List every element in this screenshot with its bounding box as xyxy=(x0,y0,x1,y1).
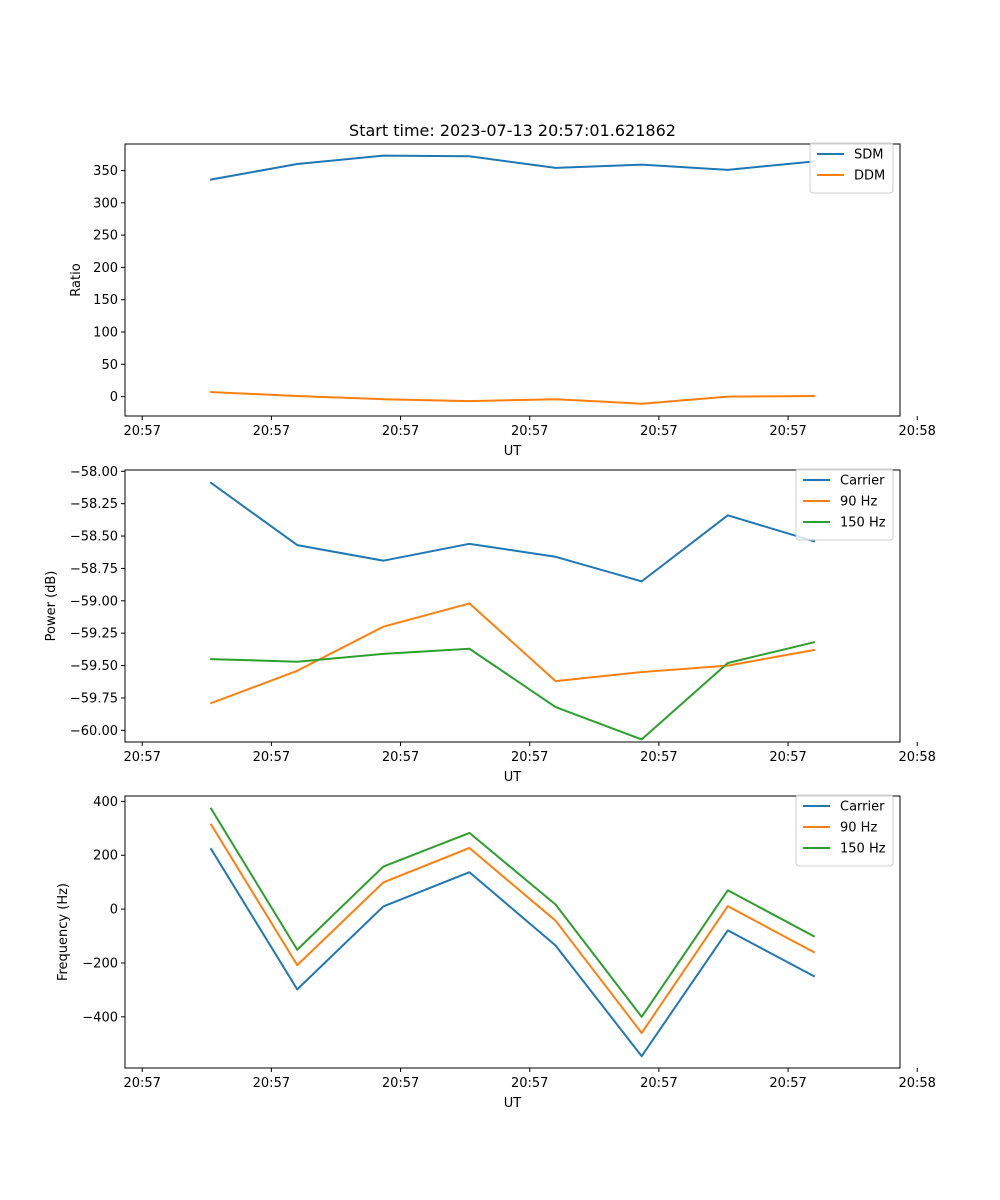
plot-frame xyxy=(124,469,901,743)
x-tick-label: 20:57 xyxy=(640,750,677,765)
y-axis-label: Power (dB) xyxy=(44,571,59,642)
x-tick-label: 20:57 xyxy=(382,1076,419,1091)
legend-label: 150 Hz xyxy=(840,842,886,857)
series-line-90-hz xyxy=(209,602,816,705)
y-tick-label: 150 xyxy=(93,293,118,308)
x-tick-label: 20:57 xyxy=(123,424,160,439)
series-line-ddm xyxy=(210,391,815,405)
y-axis-label: Ratio xyxy=(69,263,84,296)
subplot-3: 20:57 20:57 20:57 20:57 20:57 20:57 20:58 −400 −… xyxy=(56,794,936,1111)
x-tick-label: 20:57 xyxy=(253,750,290,765)
plot-frame xyxy=(124,143,901,417)
legend-label: 90 Hz xyxy=(840,821,877,836)
legend-label: Carrier xyxy=(840,474,885,489)
y-tick-label: 50 xyxy=(101,358,118,373)
y-tick-label: −400 xyxy=(82,1010,118,1025)
y-tick-label: −60.00 xyxy=(70,724,118,739)
series-line-carrier xyxy=(209,847,816,1058)
x-tick-label: 20:57 xyxy=(511,424,548,439)
plot-frame xyxy=(124,795,901,1069)
x-tick-label: 20:57 xyxy=(253,1076,290,1091)
legend-label: DDM xyxy=(854,169,885,184)
x-tick-label: 20:57 xyxy=(123,750,160,765)
y-tick-label: −58.50 xyxy=(70,530,118,545)
y-axis-label: Frequency (Hz) xyxy=(56,883,71,981)
series-line-90-hz xyxy=(209,823,816,1034)
x-tick-label: 20:57 xyxy=(511,750,548,765)
y-tick-label: −59.75 xyxy=(70,691,118,706)
y-tick-label: 350 xyxy=(93,164,118,179)
y-tick-label: 200 xyxy=(93,261,118,276)
legend-box xyxy=(809,142,894,194)
series-line-sdm xyxy=(209,154,815,181)
x-tick-label: 20:58 xyxy=(898,1076,935,1091)
x-tick-label: 20:57 xyxy=(382,424,419,439)
x-tick-label: 20:57 xyxy=(511,1076,548,1091)
x-tick-label: 20:58 xyxy=(898,750,935,765)
y-tick-label: 0 xyxy=(110,390,118,405)
x-tick-label: 20:57 xyxy=(640,424,677,439)
y-tick-label: 100 xyxy=(93,326,118,341)
y-tick-label: 300 xyxy=(93,196,118,211)
y-tick-label: 200 xyxy=(93,849,118,864)
legend-label: 150 Hz xyxy=(840,516,886,531)
x-tick-label: 20:57 xyxy=(640,1076,677,1091)
x-tick-label: 20:57 xyxy=(382,750,419,765)
x-tick-label: 20:57 xyxy=(769,424,806,439)
x-tick-label: 20:57 xyxy=(769,1076,806,1091)
legend-label: 90 Hz xyxy=(840,495,877,510)
y-tick-label: −200 xyxy=(82,956,118,971)
y-tick-label: 250 xyxy=(93,229,118,244)
legend: Carrier 90 Hz 150 Hz xyxy=(795,468,894,541)
legend-label: SDM xyxy=(854,148,883,163)
y-tick-label: −58.00 xyxy=(70,465,118,480)
y-tick-label: −58.75 xyxy=(70,562,118,577)
x-axis-label: UT xyxy=(504,1096,522,1111)
figure-title: Start time: 2023-07-13 20:57:01.621862 xyxy=(349,121,676,140)
y-tick-label: −59.25 xyxy=(70,627,118,642)
subplot-2: 20:57 20:57 20:57 20:57 20:57 20:57 20:58 −60.0… xyxy=(44,465,936,785)
subplots: 20:57 20:57 20:57 20:57 20:57 20:57 20:58 0 50 10… xyxy=(44,142,936,1111)
y-tick-label: 400 xyxy=(93,795,118,810)
series-line-150-hz xyxy=(209,807,816,1018)
x-axis-label: UT xyxy=(504,444,522,459)
y-tick-label: 0 xyxy=(110,903,118,918)
x-tick-label: 20:57 xyxy=(123,1076,160,1091)
subplot-1: 20:57 20:57 20:57 20:57 20:57 20:57 20:58 0 50 10… xyxy=(69,142,936,459)
series-line-150-hz xyxy=(210,641,816,741)
legend: Carrier 90 Hz 150 Hz xyxy=(795,794,894,867)
y-tick-label: −59.00 xyxy=(70,594,118,609)
legend: SDM DDM xyxy=(809,142,894,194)
x-axis-label: UT xyxy=(504,770,522,785)
y-tick-label: −59.50 xyxy=(70,659,118,674)
x-tick-label: 20:57 xyxy=(253,424,290,439)
x-tick-label: 20:57 xyxy=(769,750,806,765)
legend-label: Carrier xyxy=(840,800,885,815)
x-tick-label: 20:58 xyxy=(898,424,935,439)
series-line-carrier xyxy=(209,481,816,583)
y-tick-label: −58.25 xyxy=(70,497,118,512)
